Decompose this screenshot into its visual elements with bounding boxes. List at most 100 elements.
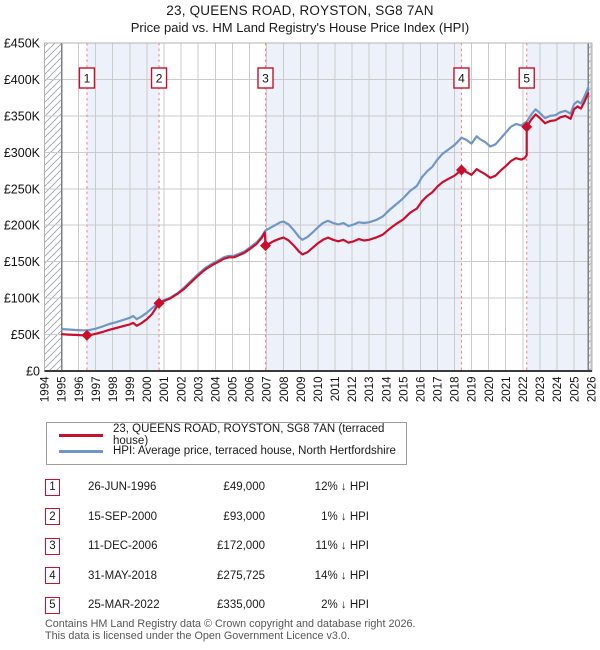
sale-price: £275,725 [217, 569, 265, 582]
sale-vs-hpi: 14% ↓ HPI [314, 569, 369, 582]
sale-flag-number: 5 [523, 72, 530, 86]
sale-number-badge: 3 [45, 537, 60, 555]
license-line-2: This data is licensed under the Open Gov… [45, 629, 350, 642]
x-tick-label: 2010 [313, 377, 325, 403]
y-tick-label: £450K [4, 37, 41, 51]
sale-flag-number: 2 [156, 72, 163, 86]
x-tick-label: 1995 [57, 377, 69, 403]
sale-date: 11-DEC-2006 [88, 540, 158, 552]
sale-number-badge: 4 [45, 567, 60, 584]
legend-item-price-paid: 23, QUEENS ROAD, ROYSTON, SG8 7AN (terra… [47, 423, 406, 447]
sale-price: £93,000 [223, 510, 265, 523]
sale-vs-hpi: 12% ↓ HPI [314, 481, 369, 493]
legend-item-hpi: HPI: Average price, terraced house, Nort… [47, 443, 406, 459]
y-tick-label: £150K [4, 255, 41, 269]
y-tick-label: £300K [4, 146, 41, 160]
sale-flag-5 [518, 67, 535, 89]
x-tick-label: 1997 [91, 377, 103, 403]
x-tick-label: 1998 [108, 377, 120, 403]
x-tick-label: 2025 [569, 377, 581, 403]
ownership-period-band [86, 43, 160, 371]
sale-row-3: 3 11-DEC-2006 £172,000 11% ↓ HPI [45, 537, 371, 556]
sale-row-4: 4 31-MAY-2018 £275,725 14% ↓ HPI [45, 566, 371, 585]
x-tick-label: 2001 [159, 377, 171, 403]
x-tick-label: 2011 [330, 377, 342, 402]
sale-price: £335,000 [217, 599, 265, 611]
sale-date: 26-JUN-1996 [88, 481, 157, 493]
sale-price: £49,000 [223, 481, 265, 493]
ownership-period-band [526, 43, 592, 371]
y-tick-label: £400K [4, 73, 41, 87]
sale-marker-2 [153, 297, 165, 309]
sale-vs-hpi: 2% ↓ HPI [321, 599, 369, 611]
x-tick-label: 2024 [552, 376, 564, 402]
x-tick-label: 2013 [364, 377, 376, 403]
sale-flag-1 [78, 67, 96, 89]
sale-flag-number: 1 [84, 72, 91, 86]
sale-vs-hpi: 11% ↓ HPI [315, 540, 369, 552]
x-tick-label: 2009 [296, 377, 308, 403]
y-tick-label: £50K [11, 328, 41, 342]
y-tick-label: £0 [26, 365, 40, 379]
sale-flag-3 [257, 67, 274, 89]
y-tick-label: £250K [4, 182, 41, 196]
sale-date: 31-MAY-2018 [88, 569, 158, 582]
license-footer: Contains HM Land Registry data © Crown c… [45, 618, 416, 642]
sale-row-2: 2 15-SEP-2000 £93,000 1% ↓ HPI [45, 507, 371, 526]
x-tick-label: 2012 [347, 377, 359, 403]
x-tick-label: 2000 [142, 377, 154, 403]
x-tick-label: 2006 [245, 377, 257, 403]
sale-number-badge: 1 [45, 478, 60, 496]
page-title: 23, QUEENS ROAD, ROYSTON, SG8 7AN [166, 3, 434, 18]
license-line-1: Contains HM Land Registry data © Crown c… [45, 618, 416, 630]
x-tick-label: 1994 [40, 376, 52, 402]
sale-flag-number: 3 [262, 72, 269, 86]
x-tick-label: 2005 [228, 377, 240, 403]
x-tick-label: 2018 [450, 377, 462, 403]
x-tick-label: 2021 [501, 377, 513, 403]
sale-marker-3 [259, 240, 271, 252]
x-tick-label: 2003 [193, 377, 205, 403]
x-tick-label: 2022 [518, 377, 530, 403]
sale-number-badge: 2 [45, 508, 60, 525]
sale-row-5: 5 25-MAR-2022 £335,000 2% ↓ HPI [45, 596, 371, 615]
x-tick-label: 2007 [262, 377, 274, 403]
sale-marker-4 [455, 164, 467, 176]
no-data-hatch [588, 43, 592, 371]
sale-date: 15-SEP-2000 [88, 510, 158, 523]
y-tick-label: £100K [4, 292, 41, 306]
x-tick-label: 2015 [398, 377, 410, 403]
x-tick-label: 1996 [74, 377, 86, 403]
sale-flag-4 [453, 67, 470, 89]
sale-flag-2 [150, 67, 168, 89]
sale-number-badge: 5 [45, 596, 60, 614]
sale-flag-number: 4 [458, 72, 465, 86]
sale-vs-hpi: 1% ↓ HPI [321, 510, 369, 523]
sale-marker-5 [521, 121, 533, 133]
ownership-period-band [265, 43, 462, 371]
hpi-line-swatch [59, 449, 103, 453]
x-tick-label: 2023 [535, 377, 547, 403]
x-tick-label: 2020 [484, 377, 496, 403]
y-tick-label: £350K [4, 109, 41, 123]
x-tick-label: 2014 [381, 376, 393, 402]
chart-legend: 23, QUEENS ROAD, ROYSTON, SG8 7AN (terra… [46, 422, 407, 465]
sale-date: 25-MAR-2022 [88, 599, 160, 611]
page-subtitle: Price paid vs. HM Land Registry's House … [130, 20, 470, 35]
x-tick-label: 2016 [415, 377, 427, 403]
x-tick-label: 1999 [125, 377, 137, 403]
legend-label-hpi: HPI: Average price, terraced house, Nort… [113, 445, 396, 457]
x-tick-label: 2002 [176, 377, 188, 403]
x-tick-label: 2017 [433, 377, 445, 403]
sale-marker-1 [81, 329, 93, 341]
x-tick-label: 2008 [279, 377, 291, 403]
x-tick-label: 2004 [210, 376, 222, 402]
x-tick-label: 2019 [467, 377, 479, 403]
sale-row-1: 1 26-JUN-1996 £49,000 12% ↓ HPI [45, 478, 371, 497]
price-paid-line-swatch [59, 433, 103, 437]
x-tick-label: 2026 [586, 377, 598, 403]
legend-label-price-paid: 23, QUEENS ROAD, ROYSTON, SG8 7AN (terra… [113, 423, 385, 447]
no-data-hatch [44, 43, 62, 371]
